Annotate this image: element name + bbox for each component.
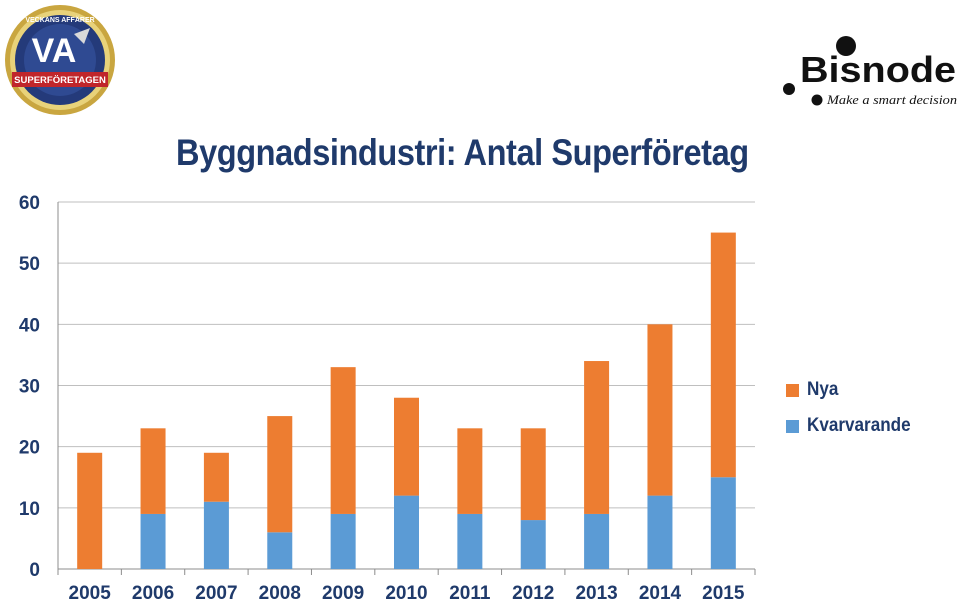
bar-nya-2013 [584,361,610,514]
legend-item-kvarvarande: Kvarvarande [786,408,922,444]
bar-nya-2006 [140,428,166,514]
y-tick-label: 40 [19,315,40,336]
x-tick-label: 2006 [132,583,174,604]
legend-label-nya: Nya [807,379,839,400]
y-tick-label: 30 [19,377,40,398]
bar-kvarvarande-2006 [140,513,166,569]
legend-item-nya: Nya [786,372,922,408]
y-tick-label: 50 [19,254,40,275]
legend-label-kvarvarande: Kvarvarande [807,415,911,436]
chart-title: Byggnadsindustri: Antal Superföretag [176,132,749,173]
x-tick-label: 2014 [639,583,682,604]
x-tick-label: 2011 [449,583,491,604]
bar-nya-2007 [203,452,229,502]
bar-kvarvarande-2013 [584,513,610,569]
bisnode-tagline: Make a smart decision [826,92,957,107]
bar-nya-2011 [457,428,483,514]
bar-nya-2012 [520,428,546,521]
va-logo-ribbon-text: SUPERFÖRETAGEN [14,75,106,86]
bar-nya-2014 [647,324,673,496]
y-tick-label: 60 [19,193,40,214]
bisnode-tagline-dot-icon [811,94,823,106]
y-tick-label: 0 [29,560,40,581]
y-tick-label: 20 [19,438,40,459]
bisnode-logo: Bisnode Make a smart decision [783,36,957,107]
bar-kvarvarande-2007 [203,501,229,569]
x-tick-label: 2005 [69,583,112,604]
bar-kvarvarande-2009 [330,513,356,569]
bisnode-small-dot-icon [783,83,795,95]
x-tick-label: 2015 [702,583,745,604]
x-tick-label: 2010 [385,583,427,604]
bar-kvarvarande-2014 [647,495,673,569]
stacked-bar-chart: 0 10 20 30 40 50 60 2005 2006 2007 2008 2009 2010 201… [19,193,756,604]
bisnode-dot-icon [836,36,856,56]
bar-nya-2005 [77,452,103,569]
bar-kvarvarande-2015 [710,477,736,569]
legend-swatch-kvarvarande [786,419,799,433]
chart-legend: Nya Kvarvarande [786,372,922,444]
bar-nya-2009 [330,367,356,514]
bar-kvarvarande-2008 [267,532,293,569]
va-logo-top-text: VECKANS AFFÄRER [25,16,94,24]
bar-kvarvarande-2011 [457,513,483,569]
bar-kvarvarande-2010 [394,495,419,569]
va-superforetagen-logo: VECKANS AFFÄRER VA SUPERFÖRETAGEN [5,5,115,115]
y-tick-label: 10 [19,499,40,520]
bar-nya-2015 [710,232,736,478]
bisnode-name: Bisnode [800,49,956,90]
x-tick-label: 2012 [512,583,554,604]
bar-kvarvarande-2012 [520,520,546,569]
rocket-icon [74,28,90,44]
x-tick-label: 2008 [259,583,301,604]
x-tick-label: 2009 [322,583,364,604]
bar-nya-2010 [394,397,419,496]
legend-swatch-nya [786,383,799,397]
x-tick-label: 2013 [575,583,617,604]
x-tick-label: 2007 [195,583,237,604]
bar-nya-2008 [267,416,293,533]
va-logo-badge-text: VA [32,32,77,70]
